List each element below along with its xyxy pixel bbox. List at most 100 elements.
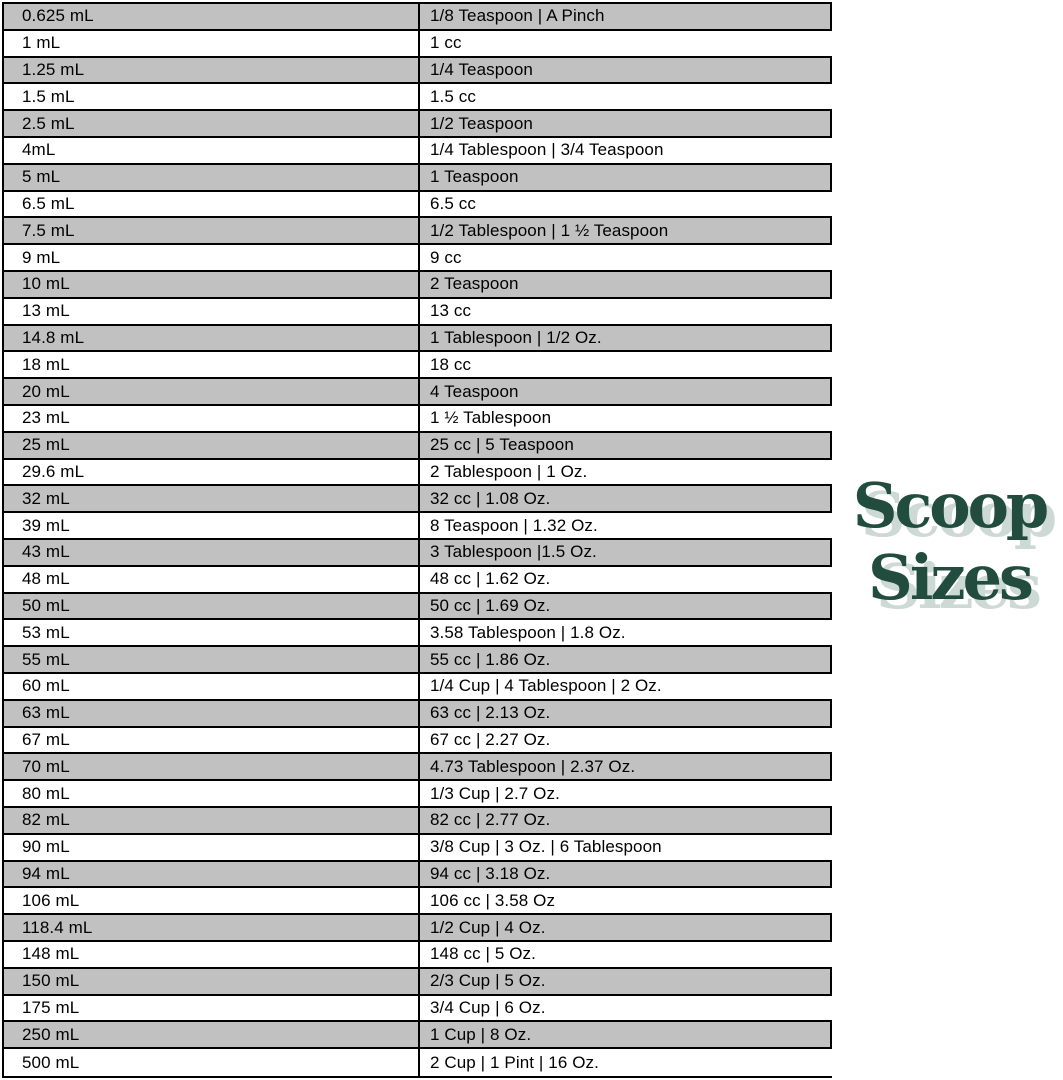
table-row: 500 mL 2 Cup | 1 Pint | 16 Oz. bbox=[4, 1049, 832, 1076]
logo-line-2: Sizes bbox=[868, 541, 1034, 614]
table-row: 25 mL 25 cc | 5 Teaspoon bbox=[4, 432, 832, 460]
equivalent-value: 3/4 Cup | 6 Oz. bbox=[430, 997, 546, 1017]
ml-value: 50 mL bbox=[4, 593, 420, 619]
equivalent-value: 2 Teaspoon bbox=[430, 274, 519, 294]
equivalent-value: 1 Tablespoon | 1/2 Oz. bbox=[430, 327, 602, 347]
equivalent-value: 1/3 Cup | 2.7 Oz. bbox=[430, 783, 560, 803]
table-row: 67 mL 67 cc | 2.27 Oz. bbox=[4, 727, 832, 755]
ml-value: 9 mL bbox=[4, 245, 420, 270]
equivalent-value: 1 cc bbox=[430, 33, 462, 53]
table-row: 6.5 mL 6.5 cc bbox=[4, 191, 832, 219]
table-row: 63 mL 63 cc | 2.13 Oz. bbox=[4, 700, 832, 728]
ml-value: 20 mL bbox=[4, 379, 420, 404]
equivalent-value: 13 cc bbox=[430, 301, 472, 321]
ml-value: 94 mL bbox=[4, 861, 420, 887]
table-row: 10 mL 2 Teaspoon bbox=[4, 271, 832, 299]
table-row: 32 mL 32 cc | 1.08 Oz. bbox=[4, 486, 832, 514]
equivalent-value: 148 cc | 5 Oz. bbox=[430, 944, 536, 964]
ml-value: 13 mL bbox=[4, 298, 420, 324]
table-row: 60 mL 1/4 Cup | 4 Tablespoon | 2 Oz. bbox=[4, 673, 832, 701]
table-row: 150 mL 2/3 Cup | 5 Oz. bbox=[4, 968, 832, 996]
table-row: 0.625 mL 1/8 Teaspoon | A Pinch bbox=[4, 4, 832, 31]
ml-value: 1 mL bbox=[4, 30, 420, 56]
ml-value: 60 mL bbox=[4, 673, 420, 699]
ml-value: 90 mL bbox=[4, 834, 420, 860]
equivalent-value: 55 cc | 1.86 Oz. bbox=[430, 649, 551, 669]
table-row: 106 mL 106 cc | 3.58 Oz bbox=[4, 888, 832, 916]
ml-value: 32 mL bbox=[4, 486, 420, 512]
ml-value: 0.625 mL bbox=[4, 4, 420, 29]
ml-value: 80 mL bbox=[4, 781, 420, 806]
table-row: 175 mL 3/4 Cup | 6 Oz. bbox=[4, 995, 832, 1023]
equivalent-value: 1/4 Tablespoon | 3/4 Teaspoon bbox=[430, 140, 664, 160]
scoop-sizes-logo: Scoop Sizes bbox=[836, 470, 1063, 614]
table-row: 148 mL 148 cc | 5 Oz. bbox=[4, 941, 832, 969]
table-row: 43 mL 3 Tablespoon |1.5 Oz. bbox=[4, 539, 832, 567]
equivalent-value: 2/3 Cup | 5 Oz. bbox=[430, 971, 546, 991]
ml-value: 106 mL bbox=[4, 888, 420, 914]
ml-value: 4mL bbox=[4, 137, 420, 163]
equivalent-value: 1/4 Cup | 4 Tablespoon | 2 Oz. bbox=[430, 676, 662, 696]
table-row: 2.5 mL 1/2 Teaspoon bbox=[4, 111, 832, 138]
ml-value: 48 mL bbox=[4, 566, 420, 592]
ml-value: 10 mL bbox=[4, 271, 420, 297]
ml-value: 55 mL bbox=[4, 647, 420, 672]
ml-value: 14.8 mL bbox=[4, 325, 420, 351]
equivalent-value: 18 cc bbox=[430, 354, 472, 374]
ml-value: 29.6 mL bbox=[4, 459, 420, 485]
table-row: 48 mL 48 cc | 1.62 Oz. bbox=[4, 566, 832, 594]
equivalent-value: 1 Cup | 8 Oz. bbox=[430, 1024, 532, 1044]
ml-value: 63 mL bbox=[4, 700, 420, 726]
equivalent-value: 4 Teaspoon bbox=[430, 381, 519, 401]
table-row: 23 mL 1 ½ Tablespoon bbox=[4, 405, 832, 433]
ml-value: 118.4 mL bbox=[4, 915, 420, 940]
ml-value: 18 mL bbox=[4, 352, 420, 378]
table-row: 50 mL 50 cc | 1.69 Oz. bbox=[4, 593, 832, 621]
table-row: 250 mL 1 Cup | 8 Oz. bbox=[4, 1022, 832, 1050]
equivalent-value: 1/4 Teaspoon bbox=[430, 59, 533, 79]
table-row: 94 mL 94 cc | 3.18 Oz. bbox=[4, 861, 832, 889]
equivalent-value: 63 cc | 2.13 Oz. bbox=[430, 703, 551, 723]
equivalent-value: 94 cc | 3.18 Oz. bbox=[430, 863, 551, 883]
table-row: 9 mL 9 cc bbox=[4, 245, 832, 272]
equivalent-value: 1 ½ Tablespoon bbox=[430, 408, 552, 428]
equivalent-value: 1.5 cc bbox=[430, 86, 476, 106]
table-row: 5 mL 1 Teaspoon bbox=[4, 164, 832, 192]
table-row: 80 mL 1/3 Cup | 2.7 Oz. bbox=[4, 781, 832, 808]
ml-value: 1.5 mL bbox=[4, 84, 420, 110]
equivalent-value: 6.5 cc bbox=[430, 193, 476, 213]
table-row: 18 mL 18 cc bbox=[4, 352, 832, 380]
ml-value: 39 mL bbox=[4, 513, 420, 538]
ml-value: 2.5 mL bbox=[4, 111, 420, 136]
table-row: 14.8 mL 1 Tablespoon | 1/2 Oz. bbox=[4, 325, 832, 353]
equivalent-value: 3 Tablespoon |1.5 Oz. bbox=[430, 542, 597, 562]
equivalent-value: 106 cc | 3.58 Oz bbox=[430, 890, 556, 910]
table-row: 118.4 mL 1/2 Cup | 4 Oz. bbox=[4, 915, 832, 942]
equivalent-value: 2 Cup | 1 Pint | 16 Oz. bbox=[430, 1052, 599, 1072]
equivalent-value: 82 cc | 2.77 Oz. bbox=[430, 810, 551, 830]
table-row: 82 mL 82 cc | 2.77 Oz. bbox=[4, 807, 832, 835]
table-row: 4mL 1/4 Tablespoon | 3/4 Teaspoon bbox=[4, 137, 832, 165]
ml-value: 148 mL bbox=[4, 941, 420, 967]
equivalent-value: 32 cc | 1.08 Oz. bbox=[430, 488, 551, 508]
ml-value: 23 mL bbox=[4, 405, 420, 431]
table-row: 7.5 mL 1/2 Tablespoon | 1 ½ Teaspoon bbox=[4, 218, 832, 246]
ml-value: 175 mL bbox=[4, 995, 420, 1021]
equivalent-value: 67 cc | 2.27 Oz. bbox=[430, 729, 551, 749]
equivalent-value: 48 cc | 1.62 Oz. bbox=[430, 569, 551, 589]
ml-value: 43 mL bbox=[4, 539, 420, 565]
table-row: 53 mL 3.58 Tablespoon | 1.8 Oz. bbox=[4, 620, 832, 648]
equivalent-value: 2 Tablespoon | 1 Oz. bbox=[430, 461, 588, 481]
table-row: 29.6 mL 2 Tablespoon | 1 Oz. bbox=[4, 459, 832, 487]
ml-value: 67 mL bbox=[4, 727, 420, 753]
table-row: 55 mL 55 cc | 1.86 Oz. bbox=[4, 647, 832, 674]
equivalent-value: 1/2 Cup | 4 Oz. bbox=[430, 917, 546, 937]
equivalent-value: 1/8 Teaspoon | A Pinch bbox=[430, 6, 605, 26]
ml-value: 53 mL bbox=[4, 620, 420, 646]
ml-value: 70 mL bbox=[4, 754, 420, 780]
table-row: 1.5 mL 1.5 cc bbox=[4, 84, 832, 112]
table-row: 1 mL 1 cc bbox=[4, 30, 832, 58]
ml-value: 6.5 mL bbox=[4, 191, 420, 217]
equivalent-value: 50 cc | 1.69 Oz. bbox=[430, 595, 551, 615]
equivalent-value: 4.73 Tablespoon | 2.37 Oz. bbox=[430, 756, 636, 776]
